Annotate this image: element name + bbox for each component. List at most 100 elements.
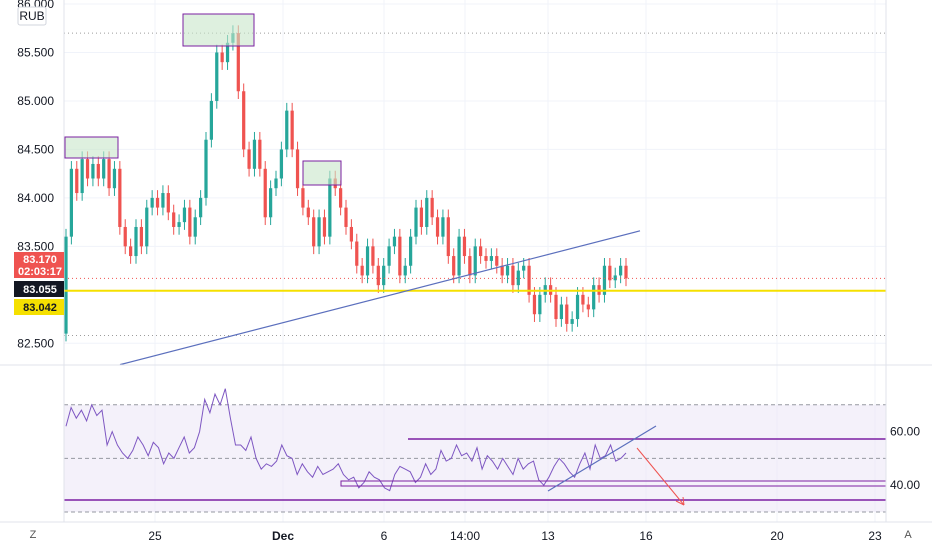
price-tick-label: 85.000: [17, 94, 54, 108]
rsi-trend-line: [547, 425, 657, 492]
candle-body: [301, 188, 305, 208]
price-tick-label: 86.000: [17, 0, 54, 11]
candle-body: [446, 217, 450, 257]
candle-body: [581, 294, 585, 305]
candle-body: [279, 149, 283, 179]
candle-body: [382, 265, 386, 286]
candle-body: [479, 246, 483, 257]
candle-body: [252, 139, 257, 169]
candle-body: [570, 319, 574, 324]
time-tick-label: 25: [148, 529, 162, 543]
price-tick-label: 84.500: [17, 142, 54, 156]
auto-scale-right-button[interactable]: A: [904, 529, 912, 541]
candle-body: [322, 217, 327, 237]
candle-body: [247, 149, 251, 169]
rsi-tick-label: 60.00: [890, 425, 920, 439]
time-tick-label: 14:00: [450, 529, 480, 543]
candle-body: [371, 246, 375, 266]
currency-label-box: [17, 6, 47, 26]
candle-body: [129, 246, 133, 257]
candle-body: [75, 168, 79, 194]
price-badge-2-value: 83.055: [23, 284, 57, 296]
candle-body: [188, 207, 192, 237]
candle-body: [91, 163, 95, 179]
candle-body: [107, 159, 111, 189]
candle-body: [96, 163, 100, 179]
candle-body: [376, 265, 380, 286]
candle-body: [204, 139, 208, 198]
rsi-band: [64, 404, 886, 512]
candle-body: [516, 270, 520, 286]
time-tick-label: 16: [639, 529, 653, 543]
candle-body: [242, 91, 246, 150]
candle-body: [134, 226, 138, 257]
rsi-tick-label: 40.00: [890, 478, 920, 492]
last-price-value: 83.170: [23, 254, 57, 266]
candle-body: [425, 197, 429, 227]
candle-body: [554, 294, 558, 320]
candle-body: [312, 217, 316, 247]
candle-body: [177, 222, 181, 227]
candle-body: [355, 241, 359, 266]
candle-body: [102, 159, 106, 179]
highlight-box-peak: [182, 13, 255, 47]
candle-body: [500, 265, 504, 276]
last-price-badge: 83.170 02:03:17: [14, 252, 64, 278]
candle-body: [306, 207, 310, 218]
time-tick-label: Dec: [272, 529, 294, 543]
candle-body: [495, 256, 499, 266]
candle-body: [538, 294, 542, 315]
candle-body: [145, 207, 149, 247]
candle-body: [457, 236, 461, 276]
time-tick-label: 6: [381, 529, 388, 543]
annotations-layer: [64, 13, 887, 506]
candle-body: [85, 159, 90, 179]
candle-body: [274, 178, 278, 189]
candle-body: [414, 207, 418, 237]
candle-body: [123, 226, 127, 247]
candle-body: [505, 265, 510, 276]
candle-body: [118, 168, 122, 227]
candle-body: [398, 236, 402, 276]
candle-body: [172, 212, 176, 227]
highlight-box-mid: [302, 160, 342, 186]
candle-body: [624, 265, 628, 279]
candle-body: [80, 159, 84, 194]
candle-body: [199, 197, 203, 218]
candle-body: [565, 304, 569, 324]
candle-body: [193, 217, 197, 237]
price-tick-label: 85.500: [17, 45, 54, 59]
candle-body: [409, 236, 413, 266]
candle-body: [161, 193, 165, 208]
candle-body: [182, 207, 187, 223]
candle-body: [489, 256, 493, 261]
candle-body: [473, 246, 477, 276]
candle-body: [236, 33, 240, 92]
candle-body: [69, 168, 73, 237]
candle-body: [258, 139, 262, 169]
candle-body: [462, 236, 467, 257]
time-tick-label: 20: [770, 529, 784, 543]
rsi-projection-arrowhead: [675, 496, 685, 506]
candle-body: [532, 294, 537, 315]
auto-scale-left-button[interactable]: Z: [30, 529, 37, 541]
candle-body: [344, 207, 348, 227]
time-tick-label: 23: [868, 529, 882, 543]
candle-body: [225, 42, 230, 63]
currency-label: RUB: [19, 9, 44, 23]
candle-body: [209, 100, 213, 140]
rsi-line: [65, 388, 627, 492]
highlight-box-left: [64, 136, 119, 159]
candle-body: [613, 275, 617, 281]
candle-body: [441, 217, 445, 237]
candle-body: [365, 246, 370, 276]
candle-body: [602, 265, 607, 295]
candle-body: [317, 217, 321, 247]
candle-body: [419, 207, 423, 227]
candle-body: [575, 294, 580, 320]
rsi-projection-arrow: [636, 447, 685, 506]
rsi-pane[interactable]: [64, 388, 886, 513]
ascending-trend-line: [119, 230, 641, 366]
candle-body: [139, 226, 143, 247]
